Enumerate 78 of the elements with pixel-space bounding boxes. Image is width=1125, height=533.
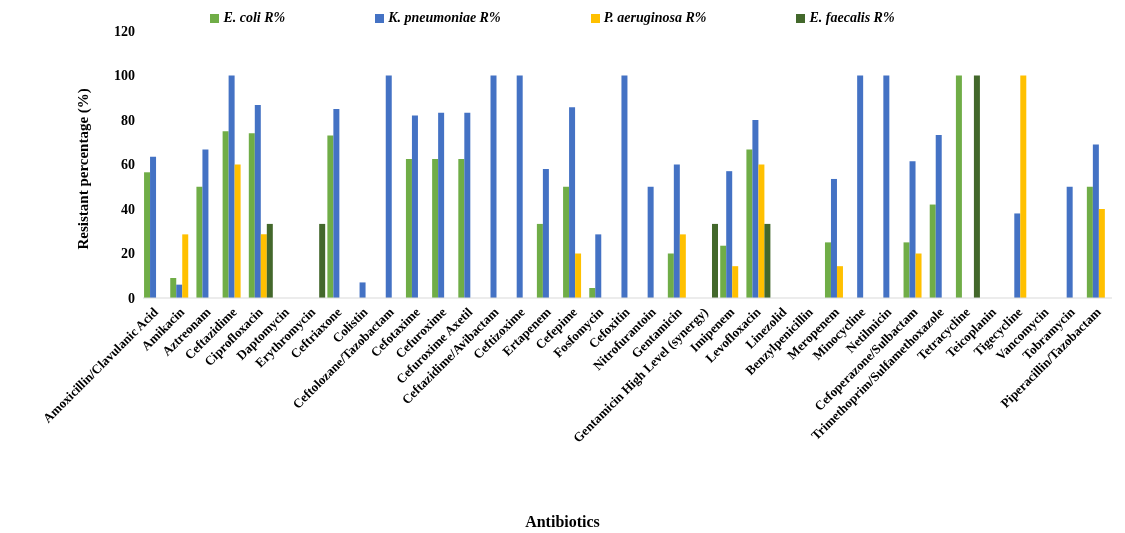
bar <box>935 134 942 298</box>
bar <box>563 186 570 298</box>
bar <box>915 253 922 298</box>
bar <box>752 120 759 298</box>
bar <box>254 105 261 298</box>
bar <box>405 158 412 298</box>
bar <box>144 172 151 298</box>
bar <box>490 75 497 298</box>
bar <box>516 75 523 298</box>
bar <box>359 282 366 298</box>
bar <box>903 242 910 298</box>
bar <box>327 135 334 298</box>
bar <box>883 75 890 298</box>
legend-label: P. aeruginosa R% <box>603 10 707 25</box>
y-tick-label: 20 <box>121 246 135 262</box>
bar <box>536 223 543 298</box>
bar <box>824 242 831 298</box>
bar <box>1066 186 1073 298</box>
bar <box>266 223 273 298</box>
bar <box>458 158 465 298</box>
bar <box>679 234 686 298</box>
bar <box>411 115 418 298</box>
bar <box>1014 213 1021 298</box>
y-tick-label: 60 <box>121 157 135 173</box>
bar <box>196 186 203 298</box>
bar <box>720 245 727 298</box>
y-tick-label: 40 <box>121 201 135 217</box>
x-axis-title: Antibiotics <box>524 513 601 531</box>
bar <box>673 164 680 298</box>
bar <box>589 287 596 298</box>
y-tick-label: 0 <box>128 290 135 306</box>
bar <box>234 164 241 298</box>
bar <box>464 112 471 298</box>
legend-label: E. faecalis R% <box>809 10 895 25</box>
bar <box>228 75 235 298</box>
bar <box>667 253 674 298</box>
bar <box>758 164 765 298</box>
bar <box>569 107 576 298</box>
bar <box>222 131 229 298</box>
legend-label: E. coli R% <box>223 10 286 25</box>
bar <box>542 168 549 298</box>
bar <box>973 75 980 298</box>
bar <box>726 171 733 298</box>
bar <box>647 186 654 298</box>
bar <box>929 204 936 298</box>
y-axis-title: Resistant percentage (%) <box>75 88 93 250</box>
legend-label: K. pneumoniae R% <box>388 10 501 25</box>
bar <box>732 266 739 298</box>
bar <box>857 75 864 298</box>
bar <box>385 75 392 298</box>
bar <box>176 284 183 298</box>
y-tick-label: 80 <box>121 112 135 128</box>
bar <box>575 253 582 298</box>
bar <box>836 266 843 298</box>
bar <box>1086 186 1093 298</box>
bar <box>712 223 719 298</box>
bar <box>170 277 177 298</box>
bar <box>909 161 916 298</box>
bar <box>432 158 439 298</box>
bar <box>830 178 837 298</box>
bar <box>1098 209 1105 298</box>
bar <box>260 234 267 298</box>
y-tick-label: 100 <box>114 68 135 84</box>
bar <box>621 75 628 298</box>
bar <box>595 234 602 298</box>
bar <box>1092 144 1099 298</box>
bar <box>319 223 326 298</box>
y-tick-label: 120 <box>114 23 135 39</box>
bar <box>1020 75 1027 298</box>
bar <box>182 234 189 298</box>
bar <box>955 75 962 298</box>
bar <box>764 223 771 298</box>
bar <box>150 156 157 298</box>
bar <box>333 108 340 298</box>
bar <box>248 133 255 298</box>
bar <box>202 149 209 298</box>
bar <box>746 149 753 298</box>
bar <box>438 112 445 298</box>
